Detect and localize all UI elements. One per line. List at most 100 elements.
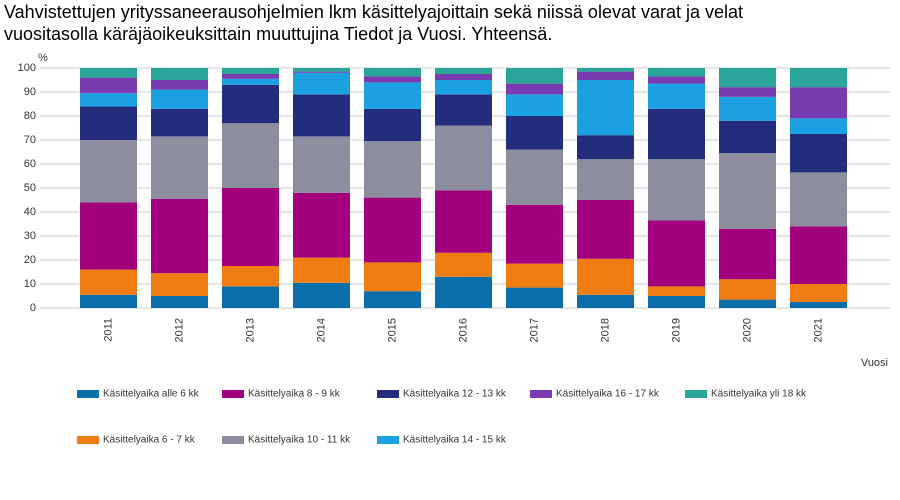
bar-segment (577, 80, 634, 136)
bar-segment (222, 84, 279, 124)
legend-label: Käsittelyaika 12 - 13 kk (403, 389, 507, 400)
bar-segment (577, 258, 634, 295)
bar-segment (151, 136, 208, 199)
bar-segment (435, 94, 492, 126)
bar-segment (151, 108, 208, 137)
bar-segment (364, 108, 421, 142)
legend-label: Käsittelyaika yli 18 kk (711, 389, 807, 400)
bar-segment (577, 68, 634, 72)
bar-segment (80, 93, 137, 107)
bar-segment (435, 276, 492, 308)
legend-label: Käsittelyaika 14 - 15 kk (403, 435, 507, 446)
bar-segment (577, 71, 634, 80)
y-tick-label: 70 (24, 134, 36, 146)
legend-swatch (377, 436, 399, 444)
bar-segment (293, 94, 350, 137)
legend-label: Käsittelyaika 10 - 11 kk (248, 435, 351, 446)
bar-segment (790, 172, 847, 227)
bar-segment (648, 296, 705, 308)
x-tick-label: 2016 (457, 318, 469, 342)
bar-segment (790, 118, 847, 134)
bar-segment (80, 269, 137, 295)
bar-segment (719, 68, 776, 88)
bar-segment (648, 159, 705, 221)
bar-segment (719, 228, 776, 280)
x-tick-label: 2012 (173, 318, 185, 342)
bar-segment (80, 140, 137, 203)
bar-segment (435, 252, 492, 277)
legend-swatch (530, 390, 552, 398)
bar-segment (364, 76, 421, 83)
bar-segment (364, 291, 421, 308)
x-tick-label: 2011 (102, 318, 114, 342)
bar-segment (293, 68, 350, 72)
bar-segment (435, 125, 492, 191)
legend-label: Käsittelyaika 16 - 17 kk (556, 389, 660, 400)
bar-segment (577, 135, 634, 160)
bar-segment (577, 200, 634, 259)
bar-segment (222, 74, 279, 79)
bar-segment (222, 68, 279, 74)
y-tick-label: 40 (24, 206, 36, 218)
bar-segment (506, 149, 563, 205)
bar-segment (364, 68, 421, 77)
bar-segment (293, 282, 350, 308)
bar-segment (80, 202, 137, 270)
bar-segment (790, 87, 847, 119)
bar-segment (577, 294, 634, 308)
bar-segment (80, 106, 137, 140)
x-tick-label: 2019 (670, 318, 682, 342)
bar-segment (790, 68, 847, 88)
bar-segment (151, 68, 208, 80)
y-tick-label: 20 (24, 254, 36, 266)
bar-segment (435, 68, 492, 74)
bar-segment (364, 262, 421, 292)
bar-segment (506, 287, 563, 308)
bar-segment (719, 120, 776, 154)
bar-segment (222, 266, 279, 287)
x-tick-label: 2014 (315, 318, 327, 342)
chart-title: vuositasolla käräjäoikeuksittain muuttuj… (4, 24, 552, 44)
bar-segment (719, 87, 776, 97)
bar-segment (222, 286, 279, 308)
y-tick-label: 60 (24, 158, 36, 170)
x-tick-label: 2017 (528, 318, 540, 342)
legend-label: Käsittelyaika alle 6 kk (103, 389, 200, 400)
bar-segment (151, 296, 208, 308)
legend-swatch (77, 390, 99, 398)
bar-segment (506, 94, 563, 116)
bar-segment (506, 204, 563, 264)
bar-segment (577, 159, 634, 200)
bar-segment (648, 83, 705, 109)
bar-segment (293, 72, 350, 95)
bar-segment (151, 198, 208, 274)
bar-segment (293, 136, 350, 193)
bar-segment (506, 83, 563, 95)
y-axis-label: % (38, 52, 48, 64)
bar-segment (506, 263, 563, 288)
bar-segment (648, 76, 705, 84)
bar-segment (719, 279, 776, 300)
bar-segment (80, 294, 137, 308)
bar-segment (364, 197, 421, 263)
bar-segment (506, 68, 563, 84)
bar-segment (790, 226, 847, 284)
bar-segment (80, 77, 137, 94)
y-tick-label: 50 (24, 182, 36, 194)
legend-swatch (222, 390, 244, 398)
bar-segment (506, 116, 563, 150)
bar-segment (222, 123, 279, 188)
x-tick-label: 2015 (386, 318, 398, 342)
bar-segment (151, 89, 208, 109)
bar-segment (719, 96, 776, 121)
bar-segment (790, 284, 847, 302)
x-tick-label: 2021 (812, 318, 824, 342)
bar-segment (293, 257, 350, 283)
legend-label: Käsittelyaika 8 - 9 kk (248, 389, 341, 400)
bar-segment (435, 74, 492, 80)
bar-segment (80, 68, 137, 78)
x-axis-label: Vuosi (861, 357, 888, 369)
bar-segment (151, 80, 208, 90)
legend-swatch (222, 436, 244, 444)
